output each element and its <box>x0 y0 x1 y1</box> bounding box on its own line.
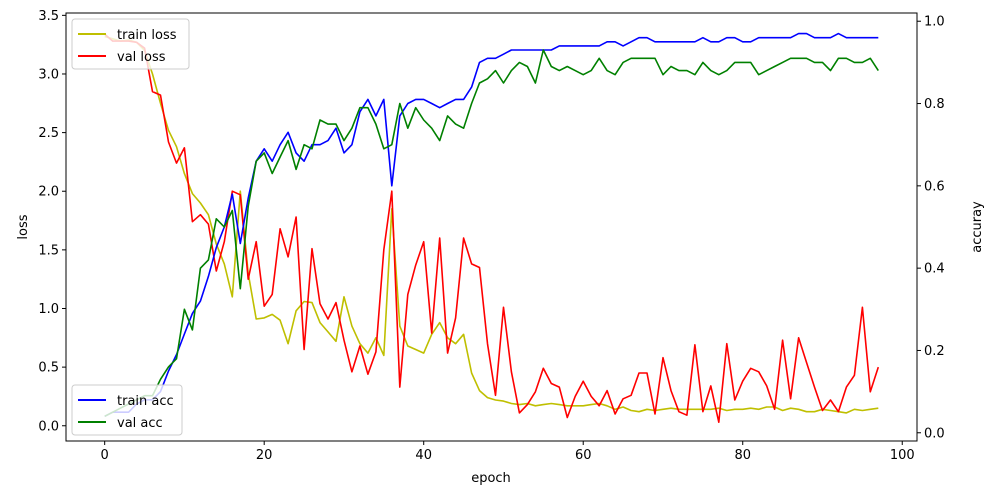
legend-train-loss-label: train loss <box>117 28 177 43</box>
y-axis-label-right: accuray <box>970 201 985 253</box>
y-left-tick-label: 1.5 <box>38 243 59 258</box>
y-left-tick-label: 2.5 <box>38 126 59 141</box>
series-line-train-loss <box>104 35 879 414</box>
lines-layer <box>104 32 880 424</box>
legend-val-loss-label: val loss <box>117 50 166 65</box>
series-line-train-acc <box>104 32 879 418</box>
y-right-tick-label: 1.0 <box>924 15 945 30</box>
legend-acc: train acc val acc <box>71 384 183 436</box>
series-line-val-loss <box>104 33 880 424</box>
x-axis-label: epoch <box>471 471 511 486</box>
x-tick-label: 0 <box>101 448 109 463</box>
y-right-tick-label: 0.4 <box>924 262 945 277</box>
y-left-tick-label: 0.5 <box>38 361 59 376</box>
legend-val-acc-label: val acc <box>117 416 163 431</box>
ticks-layer: 0 20 40 60 80 100 0.0 0.5 1.0 1.5 2.0 2.5 3.0 3.5 0.0 0… <box>38 9 944 463</box>
y-right-tick-label: 0.2 <box>924 344 945 359</box>
y-left-tick-label: 3.5 <box>38 9 59 24</box>
y-left-tick-label: 1.0 <box>38 302 59 317</box>
y-left-tick-label: 3.0 <box>38 67 59 82</box>
x-tick-label: 60 <box>575 448 592 463</box>
x-tick-label: 20 <box>256 448 273 463</box>
y-right-tick-label: 0.8 <box>924 97 945 112</box>
plot-area <box>65 12 918 442</box>
x-tick-label: 40 <box>415 448 432 463</box>
y-right-tick-label: 0.0 <box>924 426 945 441</box>
y-left-tick-label: 0.0 <box>38 419 59 434</box>
y-axis-label-left: loss <box>16 214 31 239</box>
y-right-tick-label: 0.6 <box>924 179 945 194</box>
series-line-val-acc <box>104 49 879 418</box>
x-tick-label: 100 <box>890 448 915 463</box>
legend-train-acc-label: train acc <box>117 394 174 409</box>
legend-loss: train loss val loss <box>71 18 190 70</box>
y-left-tick-label: 2.0 <box>38 185 59 200</box>
x-tick-label: 80 <box>734 448 751 463</box>
